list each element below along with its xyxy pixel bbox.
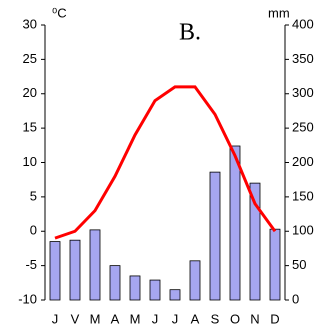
x-tick-label: O: [230, 311, 240, 326]
bar: [89, 229, 101, 301]
y2-tick-label: 250: [292, 120, 314, 135]
bar: [49, 241, 61, 301]
y-tick-label: 20: [23, 85, 37, 100]
x-tick-label: S: [211, 311, 220, 326]
y-axis-label: ⁰C: [52, 5, 67, 20]
y2-tick-label: 350: [292, 51, 314, 66]
y2-axis-label: mm: [268, 5, 290, 20]
y2-tick-label: 150: [292, 188, 314, 203]
bar: [269, 228, 281, 301]
bar: [169, 289, 181, 301]
x-tick-label: J: [172, 311, 179, 326]
bar: [69, 239, 81, 301]
y-tick-label: 30: [23, 16, 37, 31]
y2-tick-label: 400: [292, 16, 314, 31]
x-tick-label: M: [90, 311, 101, 326]
y-tick-label: 25: [23, 51, 37, 66]
y-tick-label: 10: [23, 154, 37, 169]
y2-tick-label: 100: [292, 223, 314, 238]
x-tick-label: A: [191, 311, 200, 326]
x-tick-label: J: [152, 311, 159, 326]
chart-title: B.: [179, 20, 201, 46]
bar: [229, 145, 241, 301]
line: [54, 85, 277, 240]
y-tick-label: 5: [30, 188, 37, 203]
bar: [209, 171, 221, 301]
y2-tick-label: 300: [292, 85, 314, 100]
x-tick-label: N: [250, 311, 259, 326]
y-tick-label: -5: [25, 257, 37, 272]
y-tick-label: 0: [30, 223, 37, 238]
y2-tick-label: 0: [292, 291, 299, 306]
bar: [149, 279, 161, 301]
y2-tick-label: 50: [292, 257, 306, 272]
bar: [189, 260, 201, 301]
y-tick-label: 15: [23, 120, 37, 135]
bar: [109, 265, 121, 301]
bar: [129, 275, 141, 301]
x-tick-label: A: [111, 311, 120, 326]
x-tick-label: M: [130, 311, 141, 326]
y-tick-label: -10: [18, 291, 37, 306]
y2-tick-label: 200: [292, 154, 314, 169]
bar: [249, 182, 261, 301]
x-tick-label: D: [270, 311, 279, 326]
x-tick-label: J: [52, 311, 59, 326]
x-tick-label: V: [71, 311, 80, 326]
